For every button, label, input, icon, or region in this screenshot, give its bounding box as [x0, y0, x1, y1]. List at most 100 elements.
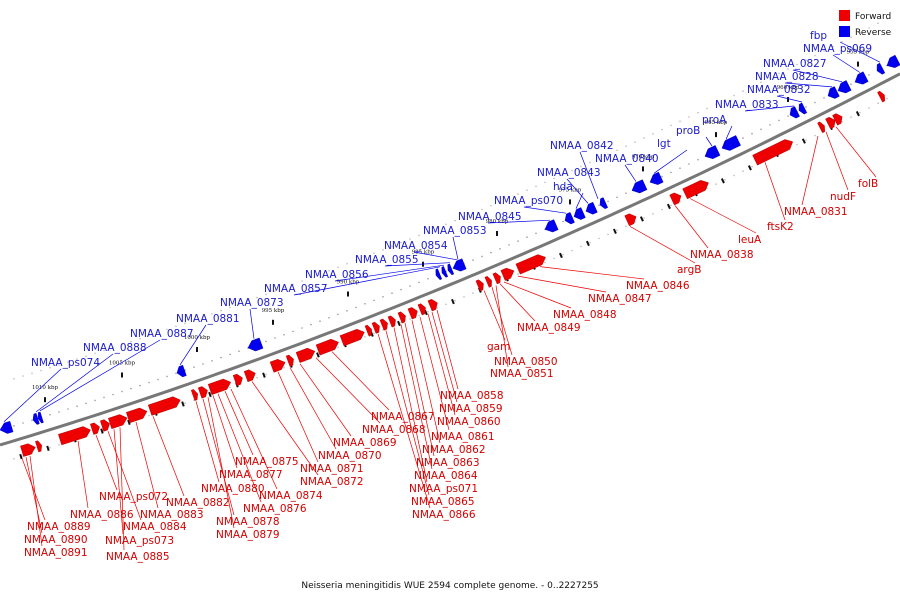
track-dot [670, 124, 672, 127]
forward-leader-line [207, 397, 235, 529]
reverse-gene-arrow [176, 364, 187, 378]
track-dot [742, 170, 744, 172]
reverse-leader-line [179, 324, 207, 366]
forward-gene-label: NMAA_0871 [300, 463, 364, 475]
track-dot [121, 343, 123, 346]
reverse-gene-label: NMAA_0842 [550, 140, 614, 152]
track-dash [558, 252, 563, 259]
forward-gene-arrow [484, 276, 492, 288]
track-dot [355, 259, 357, 262]
track-dot [760, 81, 762, 84]
track-dot [652, 213, 654, 215]
forward-gene-label: NMAA_0885 [106, 551, 170, 563]
reverse-leader-line [39, 339, 161, 412]
reverse-gene-arrow [447, 263, 455, 276]
reverse-gene-label: NMAA_0853 [423, 225, 487, 237]
reverse-gene-arrow [0, 421, 14, 434]
forward-gene-label: NMAA_0877 [219, 469, 283, 481]
track-dot [283, 366, 285, 369]
reverse-leader-line [744, 105, 795, 112]
track-dot [814, 101, 816, 104]
track-dot [841, 121, 843, 123]
track-dot [517, 240, 519, 242]
forward-leader-line [230, 388, 278, 490]
track-dot [121, 390, 123, 393]
forward-gene-label: NMAA_0883 [140, 509, 204, 521]
track-dot [679, 167, 681, 169]
forward-leader-line [289, 367, 337, 450]
track-dot [679, 120, 681, 122]
forward-gene-label: NMAA_0886 [70, 509, 134, 521]
track-dot [310, 276, 312, 279]
forward-gene-label: NMAA_0850 [494, 356, 558, 368]
track-dot [733, 174, 735, 177]
reverse-leader-line [784, 82, 833, 88]
track-dot [769, 77, 771, 79]
gene-labels: NMAA_0889NMAA_0890NMAA_0891NMAA_0886NMAA… [24, 30, 878, 563]
reverse-gene-arrow [721, 135, 741, 151]
reverse-gene-label: NMAA_0887 [130, 328, 194, 340]
track-dot [607, 153, 609, 156]
forward-gene-arrow [285, 354, 294, 367]
track-dot [337, 266, 339, 269]
track-dot [508, 244, 510, 246]
track-dot [427, 230, 429, 233]
track-dot [634, 141, 636, 143]
track-dot [49, 366, 51, 369]
track-dot [571, 249, 573, 252]
track-dot [112, 393, 114, 396]
forward-leader-line [217, 393, 262, 503]
reverse-gene-arrow [854, 71, 869, 85]
track-dash [19, 453, 23, 460]
legend-forward-swatch [839, 10, 850, 21]
reverse-leader-line [725, 125, 733, 140]
reverse-leader-line [566, 178, 589, 204]
track-dash [639, 216, 644, 222]
track-dot [598, 157, 600, 160]
forward-leader-line [674, 205, 709, 249]
forward-gene-arrow [20, 443, 36, 457]
track-dash [316, 352, 320, 358]
track-dot [436, 227, 438, 229]
reverse-gene-label: hda [553, 181, 573, 193]
track-dot [778, 119, 780, 122]
forward-gene-label: NMAA_0872 [300, 476, 364, 488]
track-dot [274, 290, 276, 292]
reverse-gene-arrow [876, 62, 886, 75]
forward-gene-label: NMAA_0867 [371, 411, 435, 423]
scale-tick-mark [496, 231, 498, 236]
track-dot [661, 208, 663, 211]
scale-tick-label: 970 kbp [632, 154, 655, 160]
track-dot [715, 103, 717, 105]
track-dot [40, 369, 42, 372]
track-dot [112, 346, 114, 349]
track-dot [841, 41, 843, 43]
track-dot [94, 352, 96, 355]
forward-gene-label: NMAA_0875 [235, 456, 299, 468]
track-dot [22, 422, 24, 424]
track-dot [796, 143, 798, 146]
forward-gene-arrow [407, 307, 418, 320]
forward-leader-line [404, 322, 435, 457]
reverse-gene-arrow [599, 197, 608, 210]
forward-leader-line [195, 401, 220, 483]
track-dot [823, 97, 825, 99]
forward-gene-arrow [295, 347, 316, 363]
forward-leader-line [119, 427, 125, 551]
scale-tick-mark [787, 97, 789, 102]
forward-gene-label: NMAA_0870 [318, 450, 382, 462]
genome-caption: Neisseria meningitidis WUE 2594 complete… [301, 581, 598, 591]
genome-backbone [0, 72, 900, 447]
forward-leader-line [107, 430, 142, 521]
forward-gene-arrow [475, 279, 484, 292]
track-dot [139, 384, 141, 387]
forward-gene-label: NMAA_0876 [243, 503, 307, 515]
forward-gene-arrow [832, 113, 843, 126]
forward-gene-label: NMAA_0882 [166, 497, 230, 509]
track-dot [724, 179, 726, 181]
reverse-gene-arrow [585, 201, 598, 215]
track-dot [400, 241, 402, 244]
legend-reverse-swatch [839, 26, 850, 37]
reverse-leader-line [832, 54, 861, 73]
scale-tick-mark [642, 166, 644, 172]
